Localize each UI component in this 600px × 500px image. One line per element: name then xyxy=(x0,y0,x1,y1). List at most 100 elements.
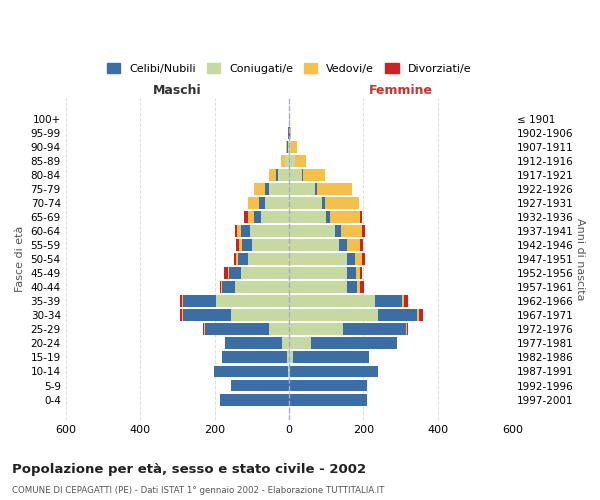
Bar xyxy=(360,282,364,294)
Bar xyxy=(347,268,356,279)
Bar xyxy=(285,155,289,167)
Bar xyxy=(238,254,248,265)
Bar xyxy=(217,296,289,308)
Bar xyxy=(418,310,419,322)
Bar xyxy=(269,324,289,336)
Bar xyxy=(355,254,362,265)
Bar xyxy=(289,352,293,364)
Bar xyxy=(357,282,360,294)
Bar xyxy=(289,338,311,349)
Bar xyxy=(359,239,364,251)
Bar xyxy=(227,268,229,279)
Bar xyxy=(317,183,352,195)
Bar xyxy=(404,296,408,308)
Bar xyxy=(339,239,347,251)
Text: COMUNE DI CEPAGATTI (PE) - Dati ISTAT 1° gennaio 2002 - Elaborazione TUTTITALIA.: COMUNE DI CEPAGATTI (PE) - Dati ISTAT 1°… xyxy=(12,486,385,495)
Bar xyxy=(303,169,325,181)
Bar xyxy=(231,310,289,322)
Bar xyxy=(289,155,295,167)
Bar xyxy=(326,211,330,223)
Bar xyxy=(236,239,239,251)
Bar xyxy=(289,141,291,153)
Bar xyxy=(203,324,204,336)
Text: Popolazione per età, sesso e stato civile - 2002: Popolazione per età, sesso e stato civil… xyxy=(12,462,366,475)
Bar xyxy=(325,197,359,209)
Bar xyxy=(248,197,259,209)
Bar xyxy=(180,296,182,308)
Bar xyxy=(335,225,341,237)
Bar xyxy=(282,338,289,349)
Bar xyxy=(254,183,265,195)
Bar xyxy=(254,211,261,223)
Bar xyxy=(183,310,231,322)
Text: Maschi: Maschi xyxy=(153,84,202,97)
Bar xyxy=(374,296,403,308)
Bar xyxy=(241,268,289,279)
Bar xyxy=(252,239,289,251)
Bar xyxy=(265,183,269,195)
Y-axis label: Fasce di età: Fasce di età xyxy=(15,226,25,292)
Bar xyxy=(284,155,285,167)
Bar xyxy=(281,155,284,167)
Bar xyxy=(311,338,397,349)
Bar xyxy=(269,169,276,181)
Bar xyxy=(287,352,289,364)
Bar xyxy=(224,338,282,349)
Bar xyxy=(289,254,347,265)
Bar xyxy=(289,225,335,237)
Bar xyxy=(261,211,289,223)
Bar xyxy=(290,127,291,139)
Bar xyxy=(356,268,359,279)
Bar xyxy=(204,324,205,336)
Bar xyxy=(231,380,289,392)
Bar xyxy=(223,352,287,364)
Bar xyxy=(289,211,326,223)
Bar xyxy=(290,366,378,378)
Bar xyxy=(295,155,307,167)
Bar xyxy=(291,141,297,153)
Legend: Celibi/Nubili, Coniugati/e, Vedovi/e, Divorziati/e: Celibi/Nubili, Coniugati/e, Vedovi/e, Di… xyxy=(103,59,476,78)
Bar xyxy=(242,239,252,251)
Bar xyxy=(248,211,254,223)
Bar xyxy=(293,352,369,364)
Bar xyxy=(289,310,378,322)
Bar xyxy=(234,254,236,265)
Bar xyxy=(180,310,182,322)
Bar xyxy=(406,324,407,336)
Bar xyxy=(289,197,322,209)
Bar xyxy=(276,169,278,181)
Bar xyxy=(269,183,289,195)
Bar xyxy=(244,211,248,223)
Bar xyxy=(322,197,325,209)
Bar xyxy=(183,296,217,308)
Bar xyxy=(289,296,374,308)
Bar xyxy=(289,366,290,378)
Bar xyxy=(237,225,241,237)
Bar xyxy=(239,239,242,251)
Bar xyxy=(182,296,183,308)
Bar xyxy=(289,380,367,392)
Bar xyxy=(182,310,183,322)
Bar xyxy=(248,254,289,265)
Bar xyxy=(343,324,406,336)
Bar xyxy=(221,282,222,294)
Bar xyxy=(341,225,362,237)
Bar xyxy=(289,183,315,195)
Bar xyxy=(419,310,423,322)
Bar xyxy=(378,310,418,322)
Text: Femmine: Femmine xyxy=(368,84,433,97)
Bar xyxy=(347,282,357,294)
Bar xyxy=(289,282,347,294)
Bar xyxy=(289,268,347,279)
Bar xyxy=(347,239,359,251)
Bar xyxy=(288,366,289,378)
Bar xyxy=(289,324,343,336)
Bar xyxy=(220,282,221,294)
Bar xyxy=(220,394,289,406)
Bar xyxy=(359,268,362,279)
Bar xyxy=(315,183,317,195)
Bar xyxy=(250,225,289,237)
Bar xyxy=(407,324,409,336)
Bar xyxy=(302,169,303,181)
Bar xyxy=(235,225,237,237)
